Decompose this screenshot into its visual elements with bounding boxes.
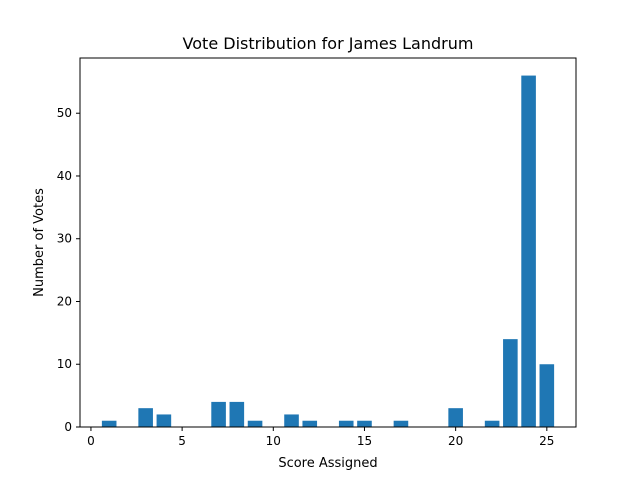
y-tick-label: 30 bbox=[57, 232, 72, 246]
bar-score-11 bbox=[284, 414, 299, 427]
y-axis-label: Number of Votes bbox=[32, 188, 47, 297]
bar-score-8 bbox=[229, 401, 245, 427]
bar-score-15 bbox=[357, 420, 372, 427]
y-tick-label: 0 bbox=[64, 420, 72, 434]
bar-score-1 bbox=[101, 420, 117, 427]
bar-score-4 bbox=[156, 414, 172, 427]
bar-score-9 bbox=[247, 420, 263, 427]
x-tick-label: 20 bbox=[448, 434, 463, 448]
bar-score-7 bbox=[211, 401, 226, 427]
chart-title: Vote Distribution for James Landrum bbox=[183, 34, 474, 53]
x-tick-label: 5 bbox=[178, 434, 186, 448]
x-tick-label: 25 bbox=[539, 434, 554, 448]
y-tick-label: 40 bbox=[57, 169, 72, 183]
y-axis-ticks: 0 10 20 30 40 50 bbox=[57, 106, 80, 434]
x-tick-label: 10 bbox=[266, 434, 281, 448]
x-axis-ticks: 0 5 10 15 20 25 bbox=[87, 427, 554, 448]
bar-score-3 bbox=[138, 408, 153, 427]
bar-score-20 bbox=[448, 408, 463, 427]
x-axis-label: Score Assigned bbox=[278, 456, 377, 471]
bar-score-22 bbox=[484, 420, 500, 427]
x-tick-label: 0 bbox=[87, 434, 95, 448]
bar-score-12 bbox=[302, 420, 318, 427]
bar-score-17 bbox=[393, 420, 409, 427]
y-tick-label: 10 bbox=[57, 357, 72, 371]
bar-score-14 bbox=[338, 420, 354, 427]
bars-group bbox=[101, 75, 555, 428]
bar-score-24 bbox=[521, 75, 536, 428]
y-tick-label: 20 bbox=[57, 294, 72, 308]
bar-score-25 bbox=[539, 364, 555, 427]
x-tick-label: 15 bbox=[357, 434, 372, 448]
bar-score-23 bbox=[503, 339, 518, 427]
plot-frame bbox=[79, 57, 577, 428]
y-tick-label: 50 bbox=[57, 106, 72, 120]
